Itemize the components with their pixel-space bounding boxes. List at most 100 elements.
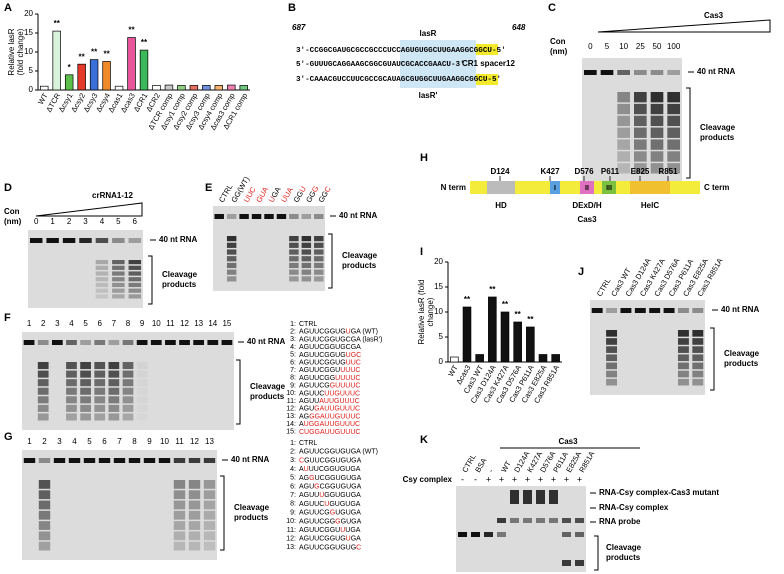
gel-smear (634, 163, 647, 174)
panel-letter: E (205, 182, 212, 194)
label: 648 (512, 23, 526, 32)
lane-label: 2 (67, 217, 72, 226)
bar (488, 296, 497, 363)
gel-smear (173, 490, 186, 500)
sequence-part: G (314, 483, 319, 490)
gel-band (221, 340, 233, 345)
bar (102, 61, 111, 91)
sequence: AGUUCGGUGCGA (lasR') (299, 336, 382, 343)
sequence: AGUUCGGUUUUC (299, 382, 360, 389)
gel-smear (66, 413, 77, 421)
list-number: 6: (290, 359, 296, 366)
products-label: Cleavage (724, 349, 760, 358)
gel-smear (137, 396, 148, 403)
gel-smear (112, 260, 125, 265)
sequence: AGUUCGGUUUGA (299, 527, 361, 534)
band-label: 40 nt RNA (159, 235, 197, 244)
gel-smear (692, 354, 704, 362)
gel-band (677, 308, 689, 313)
gel-band (314, 214, 324, 219)
gel-smear (108, 362, 120, 370)
list-number: 13: (286, 413, 296, 420)
sequence-part: C (322, 184, 333, 194)
gel-smear (128, 277, 142, 282)
gel-smear (173, 541, 186, 551)
label: lasR (420, 29, 437, 38)
lane-label: 1 (27, 319, 32, 328)
bar (214, 85, 224, 91)
gel-band (497, 518, 506, 523)
y-axis-label: (fold change) (16, 28, 25, 75)
gel-band (23, 458, 36, 463)
gel-smear (112, 277, 125, 282)
lane-label: GGC (316, 184, 333, 204)
gel-smear (37, 362, 49, 370)
gel-smear (289, 249, 299, 255)
gel-smear (137, 379, 148, 386)
gel-smear (203, 531, 216, 541)
list-number: 5: (290, 475, 296, 482)
gel-smear (617, 115, 630, 127)
gel-smear (137, 388, 148, 395)
gel-band (214, 214, 224, 219)
sequence-part: AGUUCGGUG (299, 352, 346, 359)
sequence: AUGGAUUGUUUC (299, 421, 360, 428)
sequence-part: U (297, 185, 308, 194)
site-label: E825 (631, 167, 650, 176)
gel-band (692, 308, 704, 313)
sequence: CTRL (299, 321, 317, 328)
gel-band (510, 490, 519, 504)
sequence-part: AGU (299, 406, 314, 413)
gel-smear (289, 276, 299, 282)
y-tick-label: 10 (24, 47, 33, 56)
gel-band (122, 340, 134, 345)
gel-smear (95, 288, 109, 293)
sequence-part: GUGUGA (329, 501, 360, 508)
gel-smear (95, 265, 109, 270)
gel-smear (634, 151, 647, 162)
bar (526, 326, 535, 363)
gel-smear (677, 378, 689, 386)
gel-smear (188, 490, 201, 500)
lane-label: 4 (72, 437, 77, 446)
sequence: AGUUAUUGUUUC (299, 398, 360, 405)
lane-label: + (564, 474, 569, 484)
gel-smear (38, 500, 51, 510)
gel-smear (634, 92, 647, 103)
gel-smear (80, 362, 91, 370)
sequence: AGGUCGGUGUGA (299, 475, 362, 482)
significance: * (68, 63, 72, 72)
gel-smear (66, 404, 77, 412)
products-label: products (234, 513, 269, 522)
gel-band (620, 308, 632, 313)
gel-smear (606, 370, 618, 378)
bar (127, 37, 136, 91)
gel-band (193, 340, 205, 345)
sequence: AGUUCUUGUUUC (299, 390, 360, 397)
gel-smear (314, 236, 324, 242)
sequence-part: AGUUCGGUG (299, 359, 346, 366)
significance: ** (103, 50, 110, 59)
domain-label: HD (495, 201, 507, 210)
sequence-part: AGUUCGGUGUGA (WT) (299, 449, 378, 456)
list-number: 10: (286, 518, 296, 525)
gel-band (226, 214, 237, 219)
gel-smear (650, 92, 664, 103)
gel-smear (301, 236, 312, 242)
gel-smear (606, 330, 618, 337)
sequence: AGUUUGGUGUGA (299, 492, 361, 499)
gel-band (606, 308, 618, 313)
sequence: AGUUCGGUUUUC (299, 367, 360, 374)
lane-label: 9 (147, 437, 152, 446)
gel-smear (203, 480, 216, 489)
gel-smear (38, 531, 51, 541)
sequence-part: UGUGA (335, 509, 361, 516)
y-axis-label: Relative lasR (fold (417, 280, 426, 345)
domain-helc (630, 181, 670, 194)
gel-band (112, 238, 125, 243)
gel-smear (289, 269, 299, 275)
gel-smear (617, 103, 630, 115)
bar (52, 30, 61, 91)
lane-label: 0 (588, 42, 593, 51)
sequence-part: G (309, 475, 314, 482)
